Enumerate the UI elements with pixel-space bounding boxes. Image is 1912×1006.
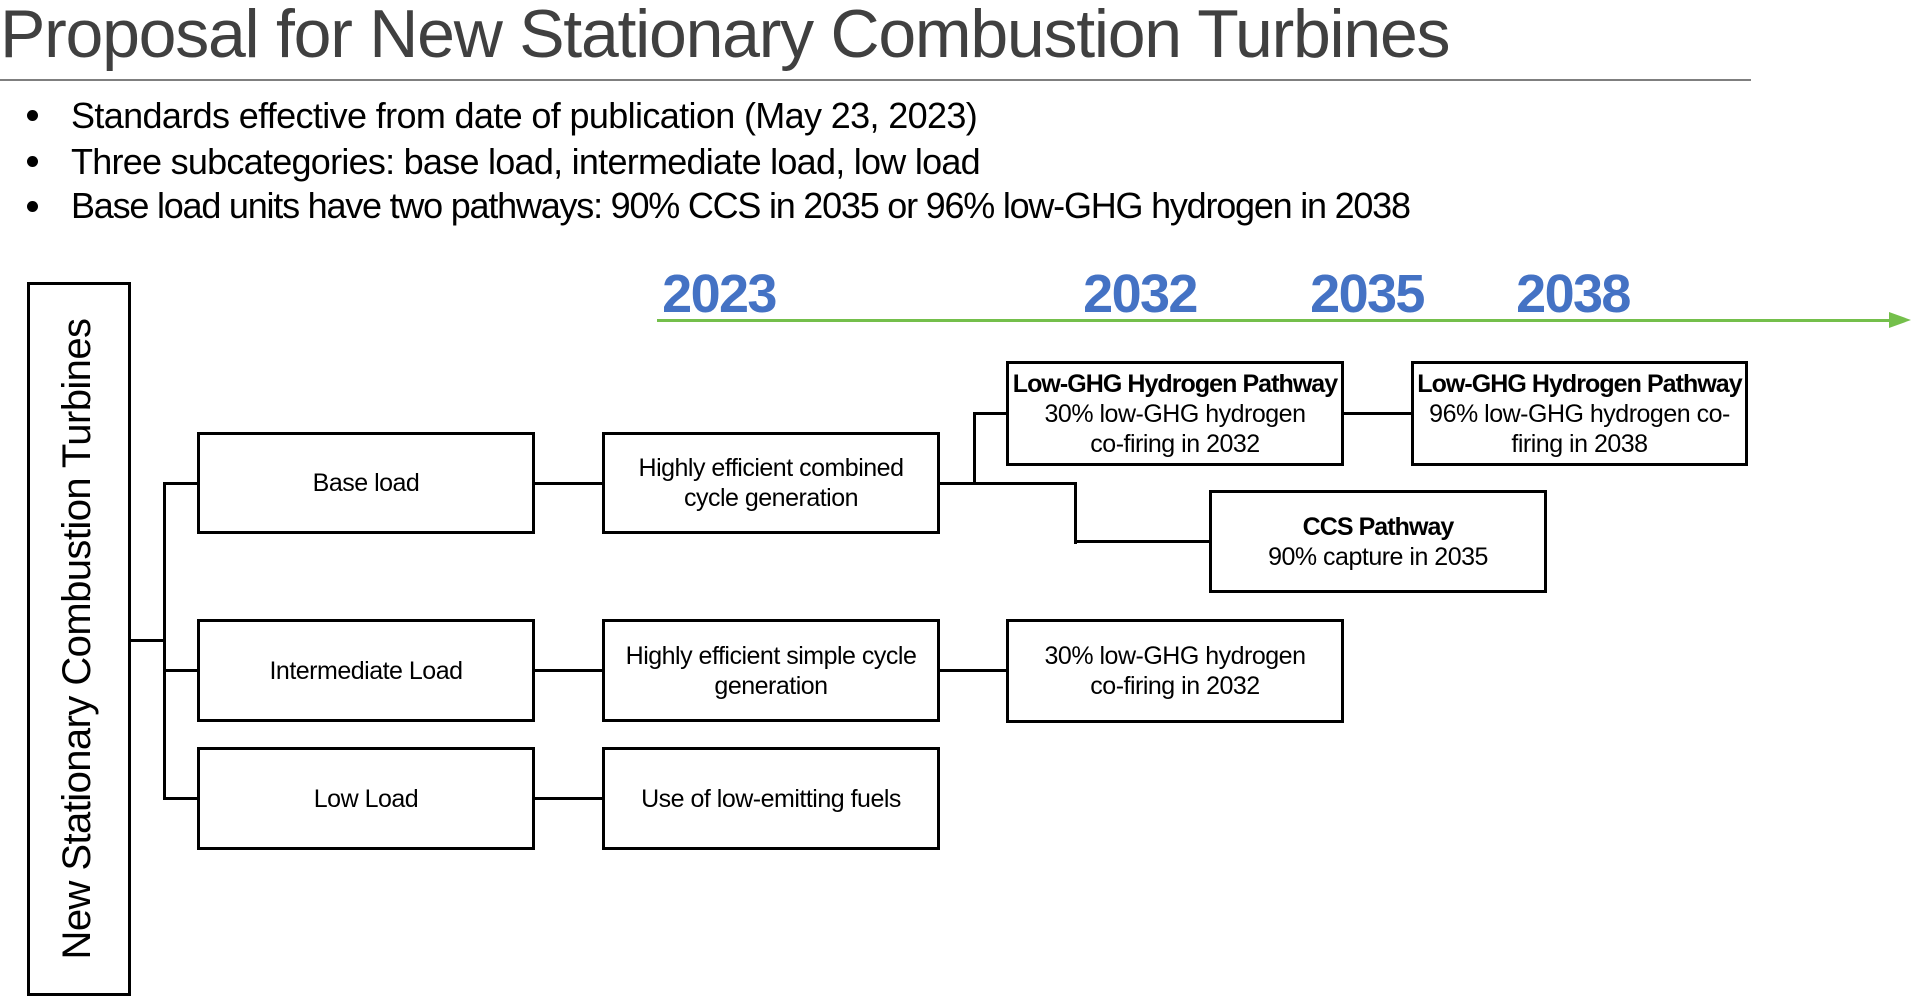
node-hydrogen-pathway-2038: Low-GHG Hydrogen Pathway 96% low-GHG hyd… xyxy=(1411,361,1748,466)
bullet-text: Three subcategories: base load, intermed… xyxy=(71,140,981,182)
bullet-text: Base load units have two pathways: 90% C… xyxy=(71,185,1411,226)
connector-split-down xyxy=(1073,481,1077,544)
connector-branch-vertical xyxy=(163,481,166,800)
node-label-line: co-firing in 2032 xyxy=(1090,429,1260,458)
bullet-dot-icon xyxy=(27,200,38,212)
node-label-line: firing in 2038 xyxy=(1511,429,1648,458)
timeline-arrowhead-icon xyxy=(1889,312,1911,328)
node-label-line: 30% low-GHG hydrogen xyxy=(1044,399,1306,428)
bullet-text: Standards effective from date of publica… xyxy=(71,94,978,136)
node-label-line: generation xyxy=(714,671,828,700)
node-root: New Stationary Combustion Turbines xyxy=(27,282,131,996)
slide-title: Proposal for New Stationary Combustion T… xyxy=(0,0,1451,72)
node-label-line: Highly efficient combined xyxy=(638,454,904,482)
connector-branch-intermediate xyxy=(163,669,197,672)
connector-combined-split xyxy=(940,481,1077,485)
timeline-arrow-shaft xyxy=(657,319,1891,322)
node-label: Low Load xyxy=(313,784,419,813)
connector-branch-low xyxy=(163,797,197,800)
node-intermediate-hydrogen-2032: 30% low-GHG hydrogen co-firing in 2032 xyxy=(1006,619,1344,723)
bullet-item: Three subcategories: base load, intermed… xyxy=(27,139,981,184)
connector-root-branch xyxy=(131,638,164,642)
connector-to-ccs xyxy=(1073,540,1209,543)
timeline-year-2035: 2035 xyxy=(1310,263,1425,324)
node-label: Use of low-emitting fuels xyxy=(641,784,901,813)
node-simple-cycle: Highly efficient simple cycle generation xyxy=(602,619,940,722)
node-label-line: 90% capture in 2035 xyxy=(1268,542,1488,571)
node-label-line: co-firing in 2032 xyxy=(1090,672,1260,700)
connector-simple-hydrogen xyxy=(940,669,1006,672)
title-divider xyxy=(0,79,1751,81)
connector-intermediate-requirement xyxy=(535,669,602,672)
node-low-load: Low Load xyxy=(197,747,535,850)
node-low-emitting-fuels: Use of low-emitting fuels xyxy=(602,747,940,850)
bullet-dot-icon xyxy=(27,110,38,121)
node-title: Low-GHG Hydrogen Pathway xyxy=(1417,369,1742,398)
node-label: Intermediate Load xyxy=(269,656,463,685)
node-label: Base load xyxy=(312,469,420,497)
node-label-line: 96% low-GHG hydrogen co- xyxy=(1429,399,1730,428)
connector-low-requirement xyxy=(535,797,602,800)
node-label-line: cycle generation xyxy=(683,484,859,512)
bullet-item: Base load units have two pathways: 90% C… xyxy=(27,184,1411,229)
node-title: Low-GHG Hydrogen Pathway xyxy=(1012,369,1338,398)
timeline-year-2032: 2032 xyxy=(1083,263,1198,324)
node-ccs-pathway: CCS Pathway 90% capture in 2035 xyxy=(1209,490,1547,593)
node-base-load: Base load xyxy=(197,432,535,534)
bullet-item: Standards effective from date of publica… xyxy=(27,93,978,138)
connector-hydrogen-2032-2038 xyxy=(1344,412,1411,415)
bullet-dot-icon xyxy=(27,156,38,167)
node-label-line: Highly efficient simple cycle xyxy=(625,641,917,670)
connector-to-hydrogen-2032 xyxy=(972,412,1006,415)
timeline-year-2038: 2038 xyxy=(1516,263,1631,324)
node-intermediate-load: Intermediate Load xyxy=(197,619,535,722)
node-root-label: New Stationary Combustion Turbines xyxy=(55,318,99,960)
connector-base-requirement xyxy=(535,481,602,485)
node-hydrogen-pathway-2032: Low-GHG Hydrogen Pathway 30% low-GHG hyd… xyxy=(1006,361,1344,466)
node-combined-cycle: Highly efficient combined cycle generati… xyxy=(602,432,940,534)
node-title: CCS Pathway xyxy=(1302,512,1455,541)
node-label-line: 30% low-GHG hydrogen xyxy=(1044,642,1306,670)
connector-split-up xyxy=(972,412,976,485)
connector-branch-base xyxy=(163,481,197,485)
timeline-year-2023: 2023 xyxy=(662,263,777,324)
